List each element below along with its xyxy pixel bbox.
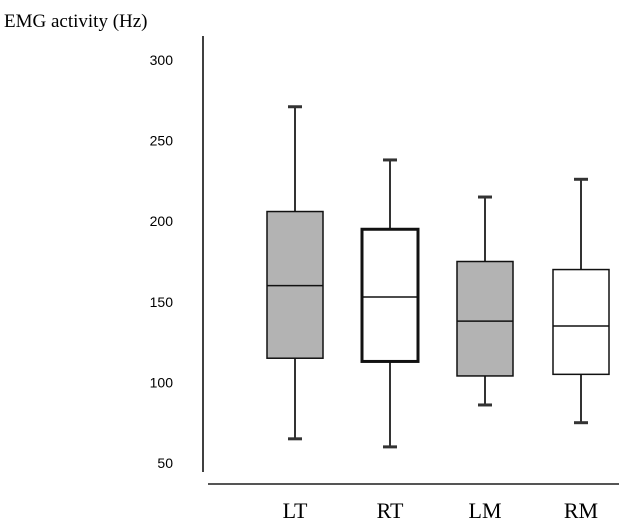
x-tick-label: RM [564, 498, 598, 523]
iqr-box [456, 260, 514, 377]
box-rm [552, 177, 610, 425]
x-tick-labels: LT RT LM RM [283, 498, 599, 523]
y-tick-label: 50 [157, 455, 173, 471]
box-rt [360, 158, 420, 449]
box-lm [456, 195, 514, 407]
iqr-box [360, 227, 420, 363]
x-tick-label: RT [377, 498, 404, 523]
y-tick-label: 150 [150, 294, 174, 310]
x-tick-label: LT [283, 498, 308, 523]
y-tick-labels: 50 100 150 200 250 300 [150, 52, 174, 471]
y-tick-label: 250 [150, 133, 174, 149]
box-lt [266, 105, 324, 441]
boxes [266, 105, 610, 449]
y-tick-label: 100 [150, 374, 174, 390]
y-axis-label: EMG activity (Hz) [4, 11, 148, 32]
x-tick-label: LM [469, 498, 502, 523]
iqr-box [266, 210, 324, 359]
y-tick-label: 200 [150, 213, 174, 229]
iqr-box [552, 268, 610, 376]
y-tick-label: 300 [150, 52, 174, 68]
